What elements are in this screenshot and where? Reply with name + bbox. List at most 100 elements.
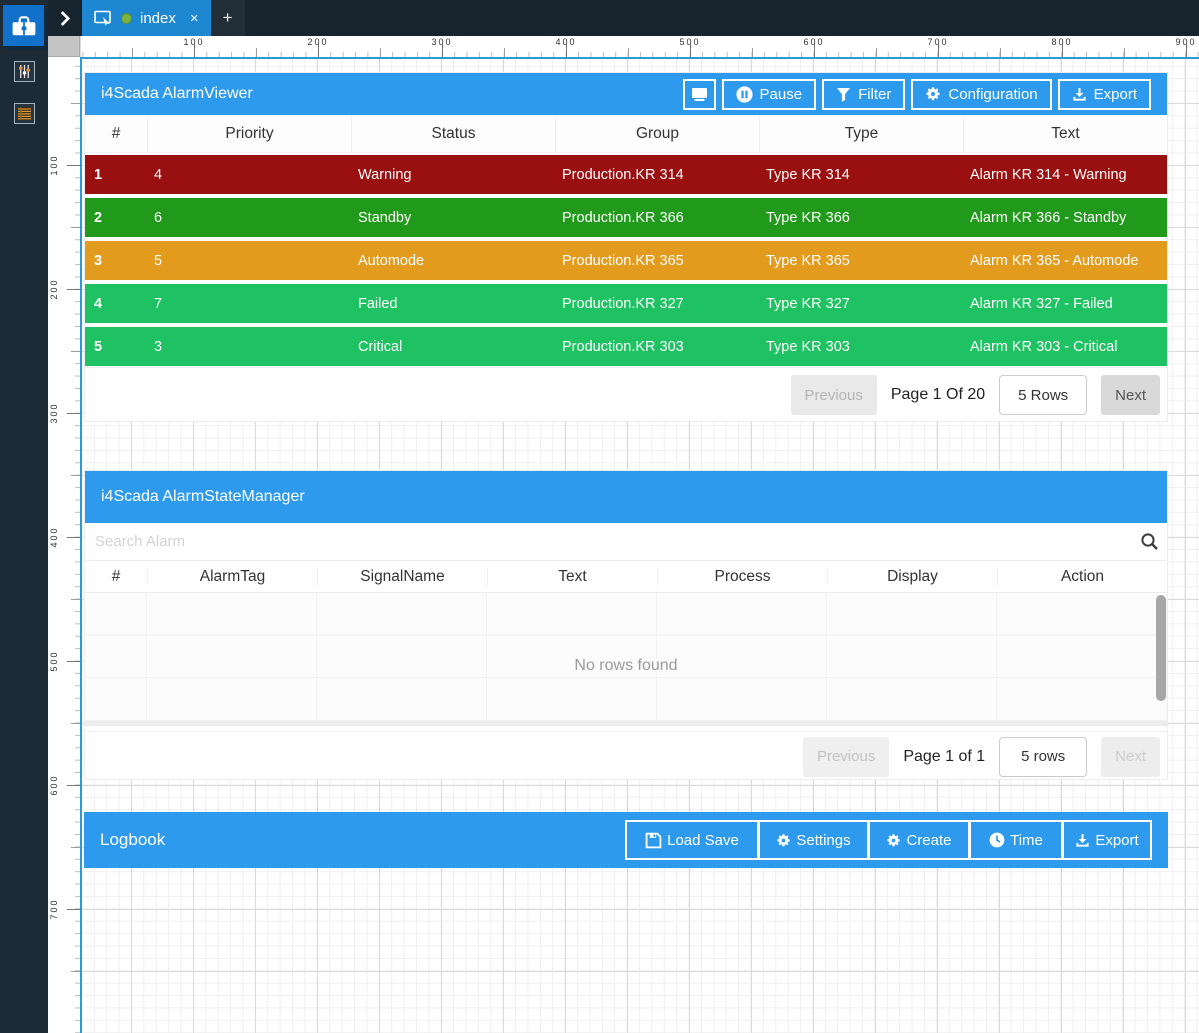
tab-index[interactable]: index ×	[82, 0, 211, 36]
clock-icon	[989, 832, 1005, 848]
column-header[interactable]: Text	[963, 115, 1167, 152]
filter-button[interactable]: Filter	[822, 78, 906, 110]
empty-column	[657, 593, 827, 721]
alarm-state-manager-widget[interactable]: i4Scada AlarmStateManager	[84, 470, 1168, 780]
ruler-label: 200	[49, 278, 59, 300]
previous-page-button[interactable]: Previous	[802, 736, 890, 777]
time-button[interactable]: Time	[970, 820, 1063, 860]
page-icon	[94, 10, 111, 26]
alarm-cell: 4	[154, 166, 163, 183]
pause-icon	[735, 85, 753, 103]
column-header[interactable]: SignalName	[317, 567, 487, 586]
alarm-row[interactable]: 3 5 Automode Production.KR 365 Type KR 365 Al…	[85, 241, 1167, 280]
configuration-label: Configuration	[948, 85, 1038, 103]
time-label: Time	[1010, 831, 1043, 849]
ruler-corner	[48, 36, 80, 57]
gear-icon	[887, 833, 901, 846]
horizontal-ruler: 100 200 300 400 500 600 700 800 900	[80, 36, 1199, 57]
column-header[interactable]: Type	[759, 115, 963, 152]
column-header[interactable]: Text	[487, 567, 657, 586]
column-header[interactable]: Priority	[147, 115, 351, 152]
toolbox-icon	[12, 15, 35, 35]
alarm-row[interactable]: 1 4 Warning Production.KR 314 Type KR 314 Ala…	[85, 155, 1167, 194]
column-header[interactable]: Status	[351, 115, 555, 152]
alarm-cell: Alarm KR 366 - Standby	[970, 209, 1127, 226]
logbook-title: Logbook	[100, 830, 166, 849]
settings-button[interactable]: Settings	[759, 820, 869, 860]
empty-column	[827, 593, 997, 721]
search-icon	[1140, 533, 1158, 550]
next-page-button[interactable]: Next	[1101, 375, 1160, 415]
alarm-table-header: # Priority Status Group Type Text	[85, 115, 1167, 153]
alarm-cell: 7	[154, 295, 163, 312]
column-header[interactable]: Action	[997, 567, 1167, 586]
alarm-cell: Failed	[358, 295, 398, 312]
ruler-label: 300	[49, 402, 59, 424]
alarm-row[interactable]: 2 6 Standby Production.KR 366 Type KR 366 Ala…	[85, 198, 1167, 237]
toolbox-logo[interactable]	[3, 5, 44, 46]
ruler-label: 500	[679, 37, 701, 47]
load-save-label: Load Save	[667, 831, 739, 849]
alarm-cell: 3	[94, 252, 103, 269]
previous-page-button[interactable]: Previous	[790, 375, 877, 415]
h-ticks-major	[81, 44, 1199, 57]
export-button[interactable]: Export	[1057, 78, 1151, 110]
column-header[interactable]: #	[111, 124, 121, 142]
empty-column	[317, 593, 487, 721]
properties-panel-icon[interactable]	[14, 61, 35, 82]
pause-button[interactable]: Pause	[721, 78, 817, 110]
panel-expand-chevron[interactable]	[48, 0, 82, 36]
asm-table-body: No rows found	[85, 593, 1167, 721]
alarm-viewer-widget[interactable]: i4Scada AlarmViewer	[84, 72, 1168, 422]
alarm-row[interactable]: 5 3 Critical Production.KR 303 Type KR 303 Al…	[85, 327, 1167, 366]
create-button[interactable]: Create	[869, 820, 970, 860]
alarm-cell: Alarm KR 365 - Automode	[970, 252, 1139, 269]
gear-icon	[777, 833, 790, 846]
configuration-button[interactable]: Configuration	[911, 78, 1052, 110]
logbook-export-button[interactable]: Export	[1063, 820, 1152, 860]
logbook-widget[interactable]: Logbook Load Save	[84, 812, 1168, 868]
ruler-label: 900	[1175, 37, 1197, 47]
alarm-viewer-title: i4Scada AlarmViewer	[101, 85, 253, 102]
alarm-cell: 5	[154, 252, 163, 269]
workspace: 100 200 300 400 500 600 700 100 200 300 400 500 600…	[48, 36, 1199, 1033]
column-header[interactable]: #	[111, 567, 121, 585]
scrollbar-thumb[interactable]	[1156, 595, 1166, 701]
main-area: index × + 100 200 300 400 500 600 700	[48, 0, 1199, 1033]
search-button[interactable]	[1131, 532, 1167, 551]
tab-close-icon[interactable]: ×	[189, 9, 199, 27]
alarm-cell: Type KR 365	[766, 252, 850, 269]
monitor-button[interactable]	[682, 78, 716, 110]
alarm-cell: Standby	[358, 209, 412, 226]
ruler-label: 600	[803, 37, 825, 47]
canvas-column: 100 200 300 400 500 600 700 800 900 i4Scada Alar…	[80, 36, 1199, 1033]
alarm-cell: Automode	[358, 252, 425, 269]
alarm-cell: 3	[154, 338, 163, 355]
logbook-panel-icon[interactable]	[14, 103, 35, 124]
download-icon	[1073, 87, 1086, 101]
alarm-cell: Production.KR 327	[562, 295, 684, 312]
search-input[interactable]	[85, 523, 1131, 560]
design-canvas[interactable]: i4Scada AlarmViewer	[80, 57, 1199, 1033]
column-header[interactable]: AlarmTag	[147, 567, 317, 586]
tab-title: index	[140, 9, 176, 27]
monitor-icon	[691, 87, 707, 101]
rows-per-page-select[interactable]: 5 rows	[999, 736, 1088, 777]
column-header[interactable]: Display	[827, 567, 997, 586]
ruler-label: 200	[307, 37, 329, 47]
load-save-button[interactable]: Load Save	[625, 820, 759, 860]
ruler-label: 300	[431, 37, 453, 47]
download-icon	[1076, 833, 1089, 847]
create-label: Create	[906, 831, 952, 849]
gear-icon	[926, 87, 940, 101]
column-header[interactable]: Group	[555, 115, 759, 152]
column-header[interactable]: Process	[657, 567, 827, 586]
alarm-row[interactable]: 4 7 Failed Production.KR 327 Type KR 327 Alar…	[85, 284, 1167, 323]
alarm-cell: Alarm KR 327 - Failed	[970, 295, 1113, 312]
rows-per-page-select[interactable]: 5 Rows	[999, 375, 1088, 415]
page-indicator: Page 1 Of 20	[890, 386, 986, 403]
chevron-right-icon	[60, 10, 70, 26]
ruler-label: 700	[927, 37, 949, 47]
next-page-button[interactable]: Next	[1101, 736, 1160, 777]
new-tab-button[interactable]: +	[210, 0, 245, 36]
